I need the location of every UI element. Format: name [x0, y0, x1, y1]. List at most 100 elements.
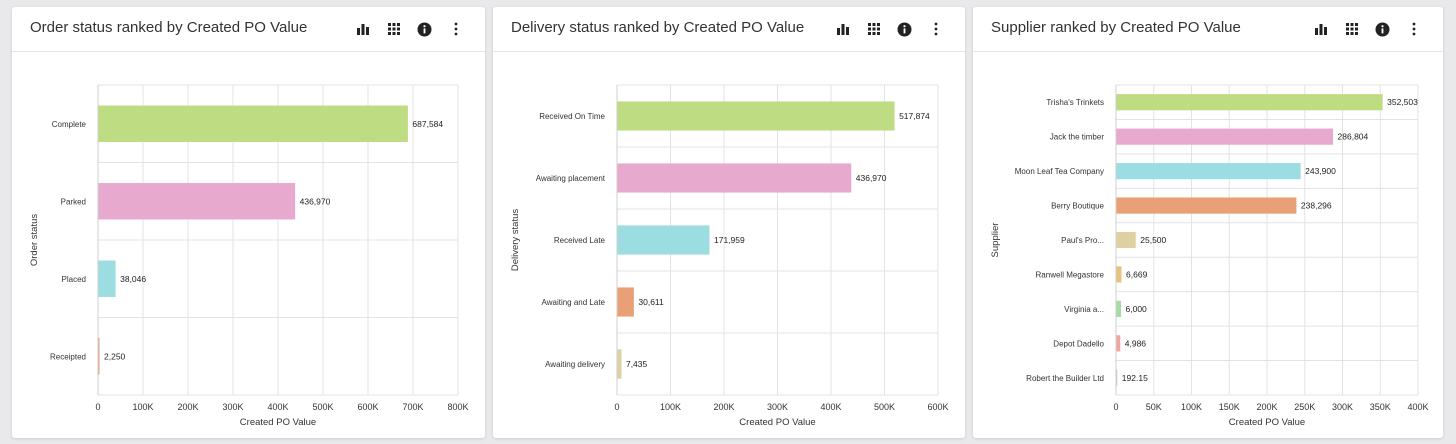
x-tick-label: 0 — [614, 402, 619, 412]
data-label: 517,874 — [899, 111, 930, 121]
bar — [1116, 231, 1136, 249]
panel-title: Supplier ranked by Created PO Value — [991, 19, 1241, 36]
bar — [98, 183, 296, 220]
category-label: Awaiting placement — [536, 174, 606, 183]
data-label: 436,970 — [856, 173, 887, 183]
x-tick-label: 300K — [767, 402, 788, 412]
x-tick-label: 500K — [874, 402, 895, 412]
data-label: 238,296 — [1301, 201, 1332, 211]
y-axis-title: Delivery status — [510, 209, 521, 272]
category-label: Paul's Pro... — [1061, 236, 1104, 245]
more-vert-icon[interactable] — [920, 19, 951, 39]
category-label: Moon Leaf Tea Company — [1015, 167, 1104, 176]
x-tick-label: 400K — [267, 402, 288, 412]
x-tick-label: 600K — [927, 402, 948, 412]
bar — [98, 105, 408, 142]
bar — [1116, 266, 1122, 283]
bar — [1116, 94, 1383, 111]
x-tick-label: 50K — [1146, 402, 1162, 412]
data-label: 6,669 — [1126, 269, 1148, 279]
category-label: Ranwell Megastore — [1036, 270, 1105, 279]
bar-chart-icon[interactable] — [1305, 19, 1336, 39]
more-vert-icon[interactable] — [440, 19, 471, 39]
x-axis-title: Created PO Value — [1229, 417, 1305, 428]
data-label: 2,250 — [104, 351, 126, 361]
x-tick-label: 300K — [222, 402, 243, 412]
category-label: Parked — [61, 197, 86, 206]
bar — [617, 349, 622, 379]
order-status-panel: Order status ranked by Created PO Value … — [12, 7, 485, 438]
category-label: Complete — [52, 120, 87, 129]
y-axis-title: Supplier — [990, 223, 1001, 258]
y-axis-title: Order status — [29, 214, 40, 267]
bar — [1116, 128, 1334, 145]
x-tick-label: 700K — [402, 402, 423, 412]
panel-title: Order status ranked by Created PO Value — [30, 19, 308, 36]
category-label: Berry Boutique — [1051, 202, 1104, 211]
bar — [617, 163, 852, 193]
info-icon[interactable] — [409, 19, 440, 39]
data-label: 6,000 — [1126, 304, 1148, 314]
order-status-chart: 0 100K 200K 300K 400K 500K 600K 700K 800K Complet… — [29, 84, 469, 428]
bar — [1116, 197, 1297, 214]
panel-toolbar — [347, 19, 471, 39]
panel-header: Delivery status ranked by Created PO Val… — [493, 7, 965, 52]
bar — [1116, 369, 1118, 386]
category-label: Robert the Builder Ltd — [1026, 374, 1104, 383]
x-tick-label: 0 — [95, 402, 100, 412]
category-label: Awaiting and Late — [542, 298, 606, 307]
x-tick-label: 800K — [447, 402, 468, 412]
data-label: 30,611 — [638, 297, 664, 307]
x-tick-label: 400K — [820, 402, 841, 412]
data-label: 7,435 — [626, 359, 648, 369]
data-label: 352,503 — [1387, 97, 1418, 107]
panel-title: Delivery status ranked by Created PO Val… — [511, 19, 805, 36]
supplier-panel: Supplier ranked by Created PO Value 0 50K… — [973, 7, 1443, 438]
x-tick-label: 500K — [312, 402, 333, 412]
category-label: Receipted — [50, 352, 86, 361]
category-label: Virginia a... — [1064, 305, 1104, 314]
panel-toolbar — [827, 19, 951, 39]
category-label: Trisha's Trinkets — [1046, 98, 1104, 107]
x-tick-label: 300K — [1332, 402, 1353, 412]
supplier-chart: 0 50K 100K 150K 200K 250K 300K 350K 400K Trisha's… — [990, 84, 1429, 428]
category-label: Received Late — [554, 236, 606, 245]
data-label: 436,970 — [300, 196, 331, 206]
x-tick-label: 100K — [1181, 402, 1202, 412]
x-tick-label: 400K — [1407, 402, 1428, 412]
bar — [617, 225, 710, 255]
more-vert-icon[interactable] — [1398, 19, 1429, 39]
x-axis-title: Created PO Value — [739, 417, 815, 428]
bar-chart-icon[interactable] — [827, 19, 858, 39]
bar — [98, 260, 116, 297]
panel-header: Order status ranked by Created PO Value — [12, 7, 485, 52]
data-label: 25,500 — [1140, 235, 1166, 245]
grid-icon[interactable] — [1336, 19, 1367, 39]
x-tick-label: 350K — [1370, 402, 1391, 412]
data-label: 192.15 — [1122, 373, 1148, 383]
bar — [1116, 163, 1301, 180]
data-label: 4,986 — [1125, 338, 1147, 348]
panel-toolbar — [1305, 19, 1429, 39]
x-tick-label: 200K — [1256, 402, 1277, 412]
grid-icon[interactable] — [378, 19, 409, 39]
x-tick-label: 100K — [132, 402, 153, 412]
info-icon[interactable] — [1367, 19, 1398, 39]
bar-chart-icon[interactable] — [347, 19, 378, 39]
x-tick-label: 150K — [1219, 402, 1240, 412]
bar — [1116, 335, 1121, 352]
data-label: 286,804 — [1338, 132, 1369, 142]
x-axis-title: Created PO Value — [240, 417, 316, 428]
category-label: Placed — [62, 275, 86, 284]
x-tick-label: 200K — [713, 402, 734, 412]
delivery-status-panel: Delivery status ranked by Created PO Val… — [493, 7, 965, 438]
panel-header: Supplier ranked by Created PO Value — [973, 7, 1443, 52]
x-tick-label: 200K — [177, 402, 198, 412]
info-icon[interactable] — [889, 19, 920, 39]
grid-icon[interactable] — [858, 19, 889, 39]
data-label: 171,959 — [714, 235, 745, 245]
x-tick-label: 0 — [1113, 402, 1118, 412]
x-tick-label: 250K — [1294, 402, 1315, 412]
data-label: 243,900 — [1305, 166, 1336, 176]
category-label: Awaiting delivery — [545, 360, 605, 369]
